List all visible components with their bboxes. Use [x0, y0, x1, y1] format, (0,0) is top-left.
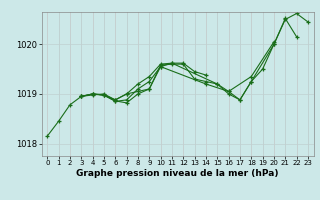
X-axis label: Graphe pression niveau de la mer (hPa): Graphe pression niveau de la mer (hPa): [76, 169, 279, 178]
